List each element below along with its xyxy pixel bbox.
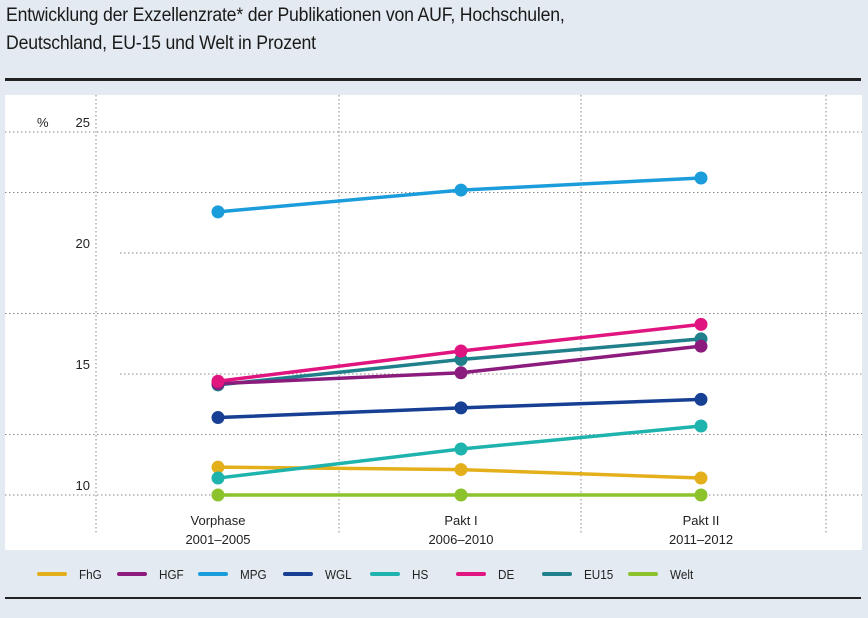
- legend: FhG HGF MPG WGL HS DE EU15 Welt: [0, 560, 868, 588]
- x-tick-label-period: 2006–2010: [428, 532, 493, 547]
- plot-panel: 10 15 20 25% Vorphase 2001–2005 Pakt I 2006–201…: [5, 95, 862, 550]
- data-point-de: [694, 317, 708, 331]
- legend-swatch: [117, 572, 147, 576]
- legend-swatch: [542, 572, 572, 576]
- top-divider: [5, 78, 861, 81]
- legend-label: Welt: [670, 566, 694, 582]
- data-point-hgf: [454, 366, 468, 380]
- legend-label: WGL: [325, 566, 352, 582]
- legend-label: EU15: [584, 566, 614, 582]
- legend-label: MPG: [240, 566, 267, 582]
- legend-swatch: [628, 572, 658, 576]
- legend-item-wgl: WGL: [283, 560, 355, 588]
- data-point-mpg: [454, 183, 468, 197]
- legend-swatch: [198, 572, 228, 576]
- y-axis-unit-label: %: [37, 115, 49, 130]
- bottom-divider: [5, 597, 861, 599]
- data-point-fhg: [454, 463, 468, 477]
- legend-swatch: [283, 572, 313, 576]
- legend-item-mpg: MPG: [198, 560, 270, 588]
- legend-swatch: [37, 572, 67, 576]
- legend-item-hs: HS: [370, 560, 430, 588]
- legend-label: DE: [498, 566, 515, 582]
- legend-item-eu15: EU15: [542, 560, 617, 588]
- legend-label: FhG: [79, 566, 102, 582]
- y-tick-label: 20: [76, 236, 90, 251]
- y-tick-label: 15: [76, 357, 90, 372]
- x-tick-label-period: 2001–2005: [185, 532, 250, 547]
- data-point-wgl: [454, 401, 468, 415]
- x-tick-label: Vorphase: [191, 513, 246, 528]
- legend-label: HS: [412, 566, 429, 582]
- legend-label: HGF: [159, 566, 184, 582]
- y-tick-label: 10: [76, 478, 90, 493]
- x-tick-label: Pakt I: [444, 513, 477, 528]
- data-point-wgl: [694, 392, 708, 406]
- y-tick-label: 25: [76, 115, 90, 130]
- x-tick-label: Pakt II: [683, 513, 720, 528]
- chart-title: Entwicklung der Exzellenzrate* der Publi…: [6, 2, 806, 58]
- data-point-mpg: [211, 205, 225, 219]
- data-point-wgl: [211, 411, 225, 425]
- data-point-hs: [211, 471, 225, 485]
- chart-title-line-1: Entwicklung der Exzellenzrate* der Publi…: [6, 5, 565, 26]
- legend-item-de: DE: [456, 560, 516, 588]
- data-point-de: [211, 374, 225, 388]
- chart-title-line-2: Deutschland, EU-15 und Welt in Prozent: [6, 33, 316, 54]
- data-point-welt: [694, 488, 708, 502]
- legend-swatch: [370, 572, 400, 576]
- line-chart: 10 15 20 25% Vorphase 2001–2005 Pakt I 2006–201…: [5, 95, 862, 547]
- data-point-welt: [454, 488, 468, 502]
- data-point-fhg: [211, 460, 225, 474]
- legend-item-hgf: HGF: [117, 560, 186, 588]
- x-tick-label-period: 2011–2012: [669, 532, 733, 547]
- data-point-de: [454, 344, 468, 358]
- data-point-mpg: [694, 171, 708, 185]
- data-point-hs: [694, 419, 708, 433]
- data-point-welt: [211, 488, 225, 502]
- data-point-hgf: [694, 339, 708, 353]
- legend-item-welt: Welt: [628, 560, 696, 588]
- legend-item-fhg: FhG: [37, 560, 104, 588]
- data-point-fhg: [694, 471, 708, 485]
- data-point-hs: [454, 442, 468, 456]
- legend-swatch: [456, 572, 486, 576]
